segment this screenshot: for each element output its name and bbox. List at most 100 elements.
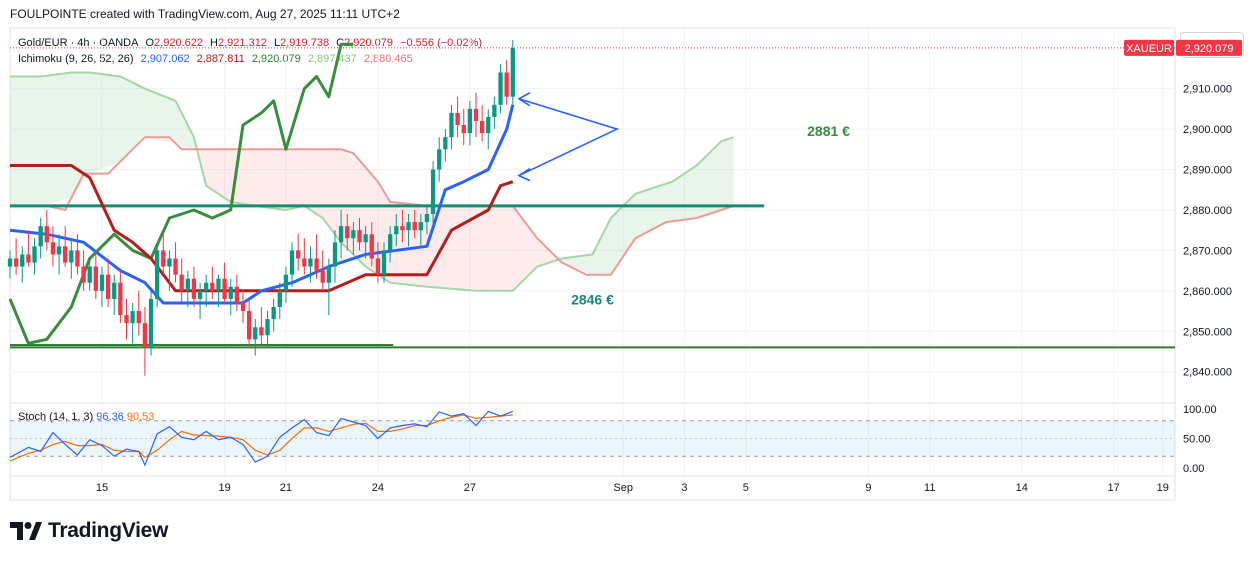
candle[interactable] <box>228 278 233 316</box>
brand-footer[interactable]: TradingView <box>10 518 168 544</box>
candle[interactable] <box>204 274 209 307</box>
stoch-label[interactable]: Stoch (14, 1, 3) <box>18 411 94 423</box>
candle[interactable] <box>375 242 381 283</box>
candle[interactable] <box>271 298 276 332</box>
candle[interactable] <box>130 302 135 344</box>
candle[interactable] <box>105 258 111 307</box>
candle[interactable] <box>357 218 362 251</box>
candle[interactable] <box>424 205 430 235</box>
annotation-level-lower[interactable]: 2846 € <box>571 292 614 308</box>
candle[interactable] <box>112 274 117 316</box>
candle[interactable] <box>26 230 31 267</box>
candle[interactable] <box>492 96 497 130</box>
candle[interactable] <box>381 242 387 283</box>
candle[interactable] <box>142 307 148 376</box>
arrow-drawing[interactable] <box>517 92 620 182</box>
cloud-segment <box>304 149 323 219</box>
ichimoku-label[interactable]: Ichimoku (9, 26, 52, 26) <box>18 53 134 65</box>
candle[interactable] <box>369 222 374 267</box>
candle[interactable] <box>50 226 56 267</box>
candle[interactable] <box>363 226 368 259</box>
candle-body <box>191 278 197 299</box>
candle[interactable] <box>296 234 301 271</box>
candle[interactable] <box>136 290 141 336</box>
candle[interactable] <box>406 214 411 247</box>
candle[interactable] <box>38 218 43 259</box>
candle[interactable] <box>455 96 460 138</box>
candle[interactable] <box>81 250 86 291</box>
candle[interactable] <box>185 270 190 307</box>
candle-body <box>388 234 393 251</box>
candle[interactable] <box>99 266 105 307</box>
symbol-title[interactable]: Gold/EUR · 4h · OANDA <box>18 37 139 49</box>
candle[interactable] <box>240 290 246 324</box>
candle[interactable] <box>283 266 289 303</box>
candle[interactable] <box>473 92 479 138</box>
candle[interactable] <box>234 274 240 312</box>
candle[interactable] <box>400 209 405 243</box>
candle[interactable] <box>308 246 313 283</box>
candle[interactable] <box>7 250 13 279</box>
candle[interactable] <box>479 104 485 142</box>
y-tick-label: 2,890.000 <box>1183 165 1232 177</box>
candle[interactable] <box>191 266 197 307</box>
candle[interactable] <box>93 250 98 299</box>
candle[interactable] <box>20 246 25 283</box>
candle[interactable] <box>32 238 37 275</box>
candle[interactable] <box>216 274 221 307</box>
candle[interactable] <box>498 64 503 113</box>
candle[interactable] <box>345 214 350 251</box>
candle[interactable] <box>443 129 448 162</box>
candle[interactable] <box>161 234 166 275</box>
candle[interactable] <box>167 250 172 291</box>
candle[interactable] <box>210 266 215 299</box>
candle[interactable] <box>504 60 509 105</box>
candle[interactable] <box>351 222 356 255</box>
candle[interactable] <box>437 137 442 182</box>
candle[interactable] <box>412 209 417 239</box>
candle[interactable] <box>253 319 258 356</box>
candle[interactable] <box>246 298 252 348</box>
candle[interactable] <box>467 100 473 146</box>
annotation-level-upper[interactable]: 2881 € <box>807 123 850 139</box>
candle[interactable] <box>118 270 123 324</box>
candle[interactable] <box>69 238 74 279</box>
candle[interactable] <box>173 242 178 283</box>
candle-body <box>504 72 509 97</box>
price-tag[interactable]: XAUEUR 2,920.079 <box>1124 39 1242 56</box>
candle[interactable] <box>461 108 466 146</box>
x-tick-label: 27 <box>464 482 476 494</box>
candle[interactable] <box>430 161 436 227</box>
candle[interactable] <box>418 214 423 247</box>
candle[interactable] <box>289 242 295 287</box>
candle[interactable] <box>394 214 399 247</box>
candle[interactable] <box>302 238 307 275</box>
candle[interactable] <box>259 307 264 348</box>
candle[interactable] <box>197 282 203 320</box>
candle[interactable] <box>148 290 154 356</box>
candle[interactable] <box>486 108 491 150</box>
candle[interactable] <box>314 234 319 279</box>
ichimoku-base-value: 2,887.811 <box>196 53 245 65</box>
candle[interactable] <box>155 242 160 307</box>
candle[interactable] <box>87 258 92 291</box>
candle[interactable] <box>265 311 270 348</box>
candle[interactable] <box>320 250 325 291</box>
candle[interactable] <box>510 40 515 105</box>
candle[interactable] <box>277 282 282 320</box>
candle[interactable] <box>44 209 49 251</box>
candle[interactable] <box>449 104 454 150</box>
candle[interactable] <box>326 258 331 316</box>
candle[interactable] <box>56 234 62 275</box>
candle[interactable] <box>388 226 393 263</box>
candle[interactable] <box>222 262 227 303</box>
candle-body <box>424 214 430 223</box>
candle[interactable] <box>124 298 129 340</box>
candle[interactable] <box>63 226 68 267</box>
candle[interactable] <box>75 234 80 275</box>
candle[interactable] <box>332 230 338 283</box>
candle[interactable] <box>13 238 19 275</box>
candle[interactable] <box>338 209 344 259</box>
candle[interactable] <box>179 258 184 303</box>
